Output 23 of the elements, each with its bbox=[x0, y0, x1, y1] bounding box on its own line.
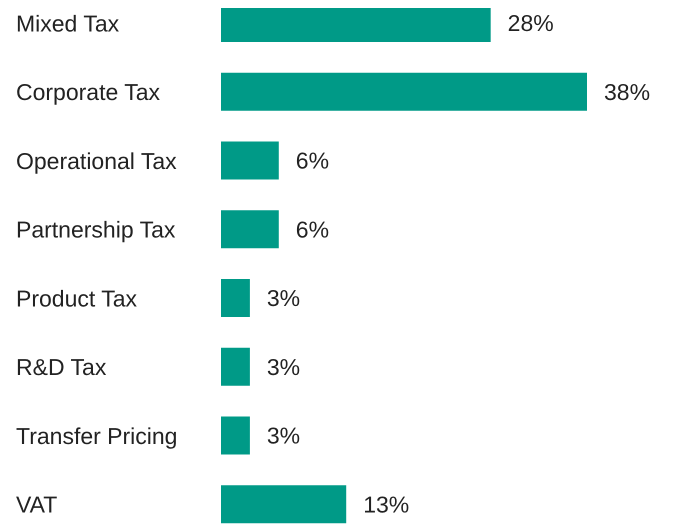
bar bbox=[221, 72, 587, 111]
data-label: 13% bbox=[363, 491, 410, 518]
bar bbox=[221, 485, 346, 524]
data-label: 6% bbox=[296, 216, 330, 242]
bar bbox=[221, 348, 250, 386]
y-tick-label: Partnership Tax bbox=[16, 216, 176, 243]
y-tick-label: Transfer Pricing bbox=[16, 422, 178, 449]
data-label: 3% bbox=[266, 285, 300, 312]
bar bbox=[221, 210, 279, 248]
y-tick-label: R&D Tax bbox=[16, 354, 107, 380]
y-tick-label: Corporate Tax bbox=[16, 79, 161, 106]
y-tick-label: VAT bbox=[16, 492, 58, 518]
y-tick-label: Mixed Tax bbox=[16, 10, 120, 36]
data-label: 6% bbox=[296, 148, 330, 174]
y-tick-label: Operational Tax bbox=[16, 148, 178, 174]
data-label: 3% bbox=[266, 354, 300, 380]
bar bbox=[221, 142, 279, 180]
data-label: 28% bbox=[508, 10, 554, 36]
data-label: 38% bbox=[604, 78, 650, 105]
bar bbox=[221, 279, 250, 317]
y-tick-label: Product Tax bbox=[16, 285, 138, 312]
data-label: 3% bbox=[266, 422, 300, 449]
bar bbox=[221, 416, 250, 454]
